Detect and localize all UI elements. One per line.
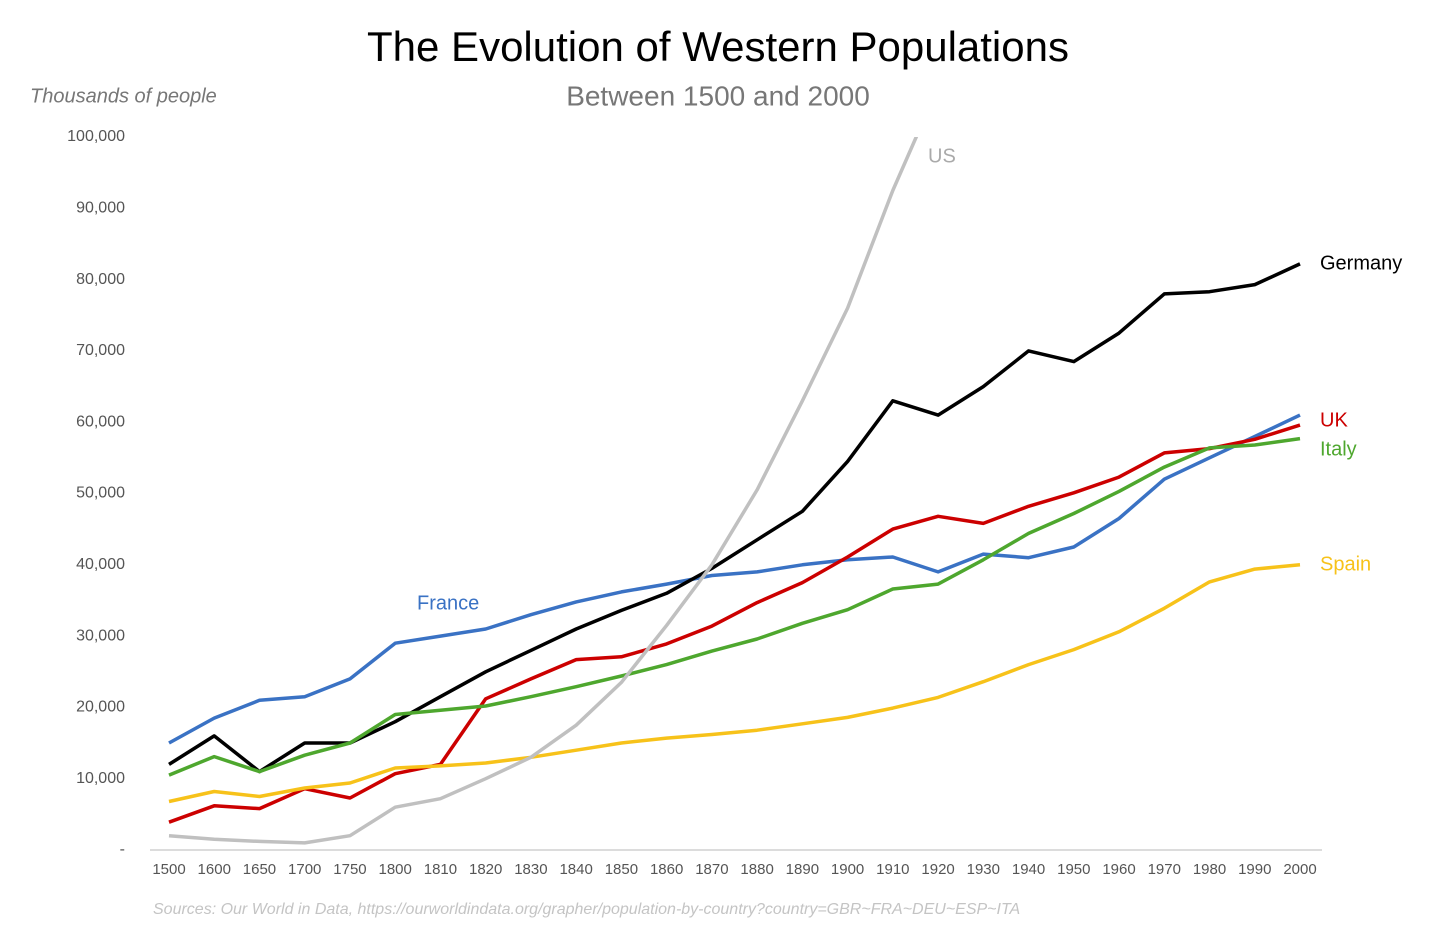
x-tick-label: 1930 bbox=[967, 861, 1000, 878]
y-tick-label: 10,000 bbox=[76, 770, 125, 787]
y-tick-label: 60,000 bbox=[76, 413, 125, 430]
series-label: France bbox=[417, 592, 479, 614]
chart-subtitle: Between 1500 and 2000 bbox=[566, 80, 870, 111]
series-label: Germany bbox=[1320, 252, 1402, 274]
x-tick-label: 1700 bbox=[288, 861, 321, 878]
y-tick-label: 70,000 bbox=[76, 342, 125, 359]
x-tick-label: 1840 bbox=[559, 861, 592, 878]
series-label: Italy bbox=[1320, 438, 1357, 460]
source-note: Sources: Our World in Data, https://ourw… bbox=[153, 901, 1020, 918]
x-tick-label: 1920 bbox=[921, 861, 954, 878]
x-tick-label: 1910 bbox=[876, 861, 909, 878]
y-tick-label: 30,000 bbox=[76, 627, 125, 644]
x-tick-label: 1820 bbox=[469, 861, 502, 878]
series-label: UK bbox=[1320, 409, 1348, 431]
series-line bbox=[168, 423, 1301, 824]
x-tick-label: 1830 bbox=[514, 861, 547, 878]
y-tick-label: 50,000 bbox=[76, 485, 125, 502]
x-tick-label: 1850 bbox=[605, 861, 638, 878]
y-tick-label: - bbox=[120, 841, 125, 858]
series-line bbox=[168, 413, 1301, 745]
series-line bbox=[168, 137, 919, 845]
x-tick-label: 2000 bbox=[1283, 861, 1316, 878]
series-line bbox=[168, 262, 1301, 774]
x-tick-label: 1980 bbox=[1193, 861, 1226, 878]
x-tick-label: 1750 bbox=[333, 861, 366, 878]
series-line bbox=[168, 563, 1301, 804]
x-tick-label: 1880 bbox=[740, 861, 773, 878]
x-tick-label: 1890 bbox=[786, 861, 819, 878]
series-label: Spain bbox=[1320, 553, 1371, 575]
x-tick-label: 1960 bbox=[1102, 861, 1135, 878]
x-tick-label: 1860 bbox=[650, 861, 683, 878]
x-tick-label: 1650 bbox=[243, 861, 276, 878]
x-tick-label: 1810 bbox=[424, 861, 457, 878]
y-tick-label: 80,000 bbox=[76, 271, 125, 288]
x-tick-label: 1950 bbox=[1057, 861, 1090, 878]
series-line bbox=[168, 436, 1301, 777]
series-label: US bbox=[928, 145, 956, 167]
y-tick-label: 90,000 bbox=[76, 200, 125, 217]
x-tick-label: 1940 bbox=[1012, 861, 1045, 878]
x-tick-label: 1990 bbox=[1238, 861, 1271, 878]
y-tick-label: 20,000 bbox=[76, 699, 125, 716]
x-tick-label: 1870 bbox=[695, 861, 728, 878]
x-tick-label: 1900 bbox=[831, 861, 864, 878]
y-tick-label: 40,000 bbox=[76, 556, 125, 573]
x-tick-label: 1600 bbox=[198, 861, 231, 878]
x-tick-label: 1970 bbox=[1148, 861, 1181, 878]
chart-title: The Evolution of Western Populations bbox=[367, 23, 1069, 70]
y-tick-label: 100,000 bbox=[67, 128, 125, 145]
x-tick-label: 1500 bbox=[152, 861, 185, 878]
x-tick-label: 1800 bbox=[379, 861, 412, 878]
y-axis-label: Thousands of people bbox=[30, 85, 217, 107]
plot-area bbox=[168, 137, 1301, 845]
